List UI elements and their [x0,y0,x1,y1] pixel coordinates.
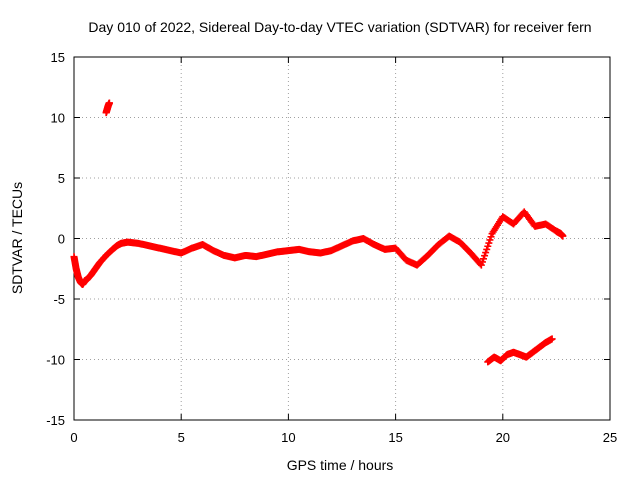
y-tick-label: 5 [58,171,65,186]
series-upper-left [102,99,113,117]
data-point [484,242,492,250]
data-point [480,255,488,263]
chart-title: Day 010 of 2022, Sidereal Day-to-day VTE… [88,19,591,35]
x-tick-label: 25 [603,430,617,445]
y-tick-label: -10 [46,353,65,368]
data-point [481,252,489,260]
data-point [486,236,494,244]
series-end [552,227,567,240]
y-tick-label: -15 [46,413,65,428]
grid-lines [74,57,610,420]
x-tick-label: 10 [281,430,295,445]
data-point [482,249,490,257]
data-point [487,233,495,241]
data-point [559,232,567,240]
x-tick-label: 5 [178,430,185,445]
series-lower-right [484,335,556,366]
y-axis-label: SDTVAR / TECUs [9,182,25,294]
x-tick-label: 15 [388,430,402,445]
data-points [70,99,567,366]
data-point [477,261,485,269]
x-tick-label: 20 [496,430,510,445]
y-tick-label: 0 [58,232,65,247]
data-point [105,99,113,107]
data-point [485,239,493,247]
y-tick-label: 10 [51,111,65,126]
y-tick-label: -5 [53,292,65,307]
data-point [478,258,486,266]
data-point [548,335,556,343]
y-tick-label: 15 [51,50,65,65]
series-main [70,208,560,288]
data-point [483,245,491,253]
x-tick-label: 0 [70,430,77,445]
x-axis-label: GPS time / hours [287,457,394,473]
axis-ticks: 0 5 10 15 20 25 -15 -10 -5 0 5 10 15 [46,50,617,445]
